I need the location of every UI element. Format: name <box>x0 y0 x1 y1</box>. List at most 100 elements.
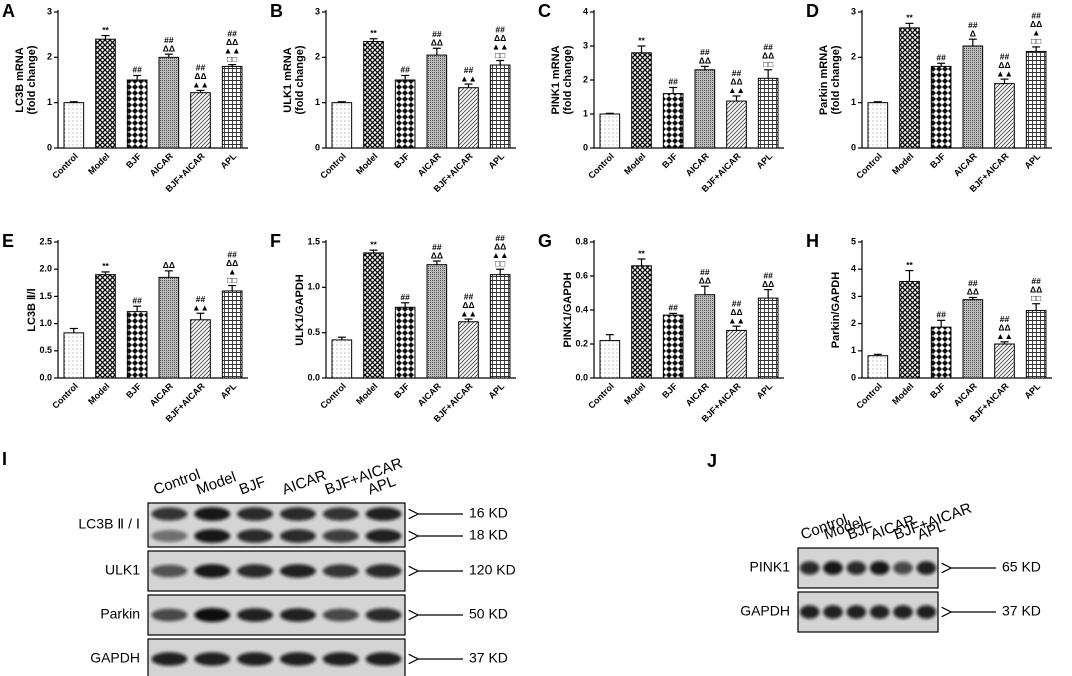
blot-band <box>846 605 867 619</box>
y-tick-label: 4 <box>851 264 856 274</box>
blot-band <box>194 564 231 578</box>
lane-label: Model <box>194 469 238 499</box>
significance-label: ** <box>370 239 377 249</box>
blot-band <box>365 529 402 543</box>
y-tick-label: 0.2 <box>575 338 588 348</box>
y-tick-label: 1 <box>583 108 588 118</box>
bar <box>95 38 116 149</box>
y-tick-label: 3 <box>315 6 320 16</box>
blot-band <box>151 564 188 578</box>
significance-label: ## <box>132 65 142 75</box>
significance-label: ▲▲ <box>728 315 745 325</box>
x-tick-label: Control <box>50 381 80 411</box>
blot-band <box>823 561 843 575</box>
y-tick-label: 3 <box>583 40 588 50</box>
blot-band <box>322 652 359 666</box>
significance-label: ΔΔ <box>226 37 238 47</box>
bar <box>930 65 952 149</box>
marker-label: 120 KD <box>469 562 516 578</box>
bar <box>190 319 211 379</box>
blot-band <box>365 652 402 666</box>
significance-label: ΔΔ <box>730 77 742 87</box>
significance-label: □□ <box>495 50 505 60</box>
bar <box>757 297 779 379</box>
bar <box>599 113 621 149</box>
significance-label: ## <box>668 77 678 87</box>
blot-panel <box>147 502 406 548</box>
y-axis-label: (fold change) <box>26 45 38 114</box>
y-tick-label: 2 <box>315 52 320 62</box>
significance-label: □□ <box>495 258 505 268</box>
bar <box>363 40 384 149</box>
significance-label: ## <box>936 52 946 62</box>
y-tick-label: 3 <box>47 6 52 16</box>
x-tick-label: Model <box>86 381 111 406</box>
blot-band <box>846 561 867 575</box>
significance-label: ## <box>227 249 237 259</box>
row-label: LC3B Ⅱ / Ⅰ <box>78 516 140 532</box>
x-tick-label: AICAR <box>416 381 444 409</box>
y-tick-label: 2 <box>47 52 52 62</box>
significance-label: ** <box>906 260 913 270</box>
significance-label: ΔΔ <box>494 33 506 43</box>
bar <box>662 314 684 379</box>
bar <box>394 79 416 149</box>
blot-band <box>893 561 913 575</box>
significance-label: ## <box>196 63 206 73</box>
significance-label: ▲▲ <box>192 80 209 90</box>
x-tick-label: Model <box>354 381 379 406</box>
significance-label: ΔΔ <box>967 287 979 297</box>
significance-label: ΔΔ <box>1030 284 1042 294</box>
row-label: GAPDH <box>90 650 140 666</box>
blot-band <box>279 564 316 578</box>
y-tick-label: 0 <box>315 142 320 152</box>
significance-label: ## <box>700 267 710 277</box>
x-tick-label: BJF <box>928 151 947 170</box>
significance-label: ## <box>1031 11 1041 21</box>
blot-panel <box>147 550 406 592</box>
significance-label: ## <box>495 233 505 243</box>
blot-band <box>151 530 188 542</box>
bar <box>126 311 148 379</box>
blot-band <box>365 564 402 578</box>
significance-label: ΔΔ <box>699 56 711 66</box>
significance-label: ▲▲ <box>224 45 241 55</box>
bar <box>331 102 353 149</box>
blot-band <box>365 507 402 521</box>
y-tick-label: 0.5 <box>307 327 320 337</box>
significance-label: ## <box>1031 276 1041 286</box>
panel-letter: E <box>2 231 14 251</box>
y-axis-label: Parkin mRNA <box>818 45 830 115</box>
bar <box>221 290 243 379</box>
significance-label: ## <box>1000 314 1010 324</box>
blot-band <box>237 529 274 543</box>
significance-label: □□ <box>227 275 237 285</box>
bar <box>221 65 243 149</box>
significance-label: ▲▲ <box>996 68 1013 78</box>
significance-label: ▲ <box>228 266 236 276</box>
significance-label: ## <box>196 294 206 304</box>
significance-label: ## <box>763 270 773 280</box>
x-tick-label: Model <box>86 151 111 176</box>
x-tick-label: BJF <box>392 381 411 400</box>
bar <box>962 45 984 149</box>
x-tick-label: BJF <box>124 381 143 400</box>
x-tick-label: Control <box>318 151 348 181</box>
significance-label: ΔΔ <box>998 60 1010 70</box>
y-axis-label: (fold change) <box>830 45 842 114</box>
bar <box>158 56 180 149</box>
y-tick-label: 2.5 <box>39 236 52 246</box>
y-tick-label: 0.4 <box>575 304 588 314</box>
row-label: ULK1 <box>105 562 140 578</box>
blot-band <box>916 605 937 619</box>
y-tick-label: 1.0 <box>39 318 52 328</box>
bar <box>899 27 920 149</box>
x-tick-label: Control <box>854 151 884 181</box>
significance-label: ΔΔ <box>163 43 175 53</box>
bar <box>158 276 180 379</box>
blot-band <box>365 608 402 622</box>
x-tick-label: Control <box>318 381 348 411</box>
blot-band <box>893 605 913 619</box>
y-tick-label: 2.0 <box>39 264 52 274</box>
y-axis-label: Parkin/GAPDH <box>830 272 842 348</box>
